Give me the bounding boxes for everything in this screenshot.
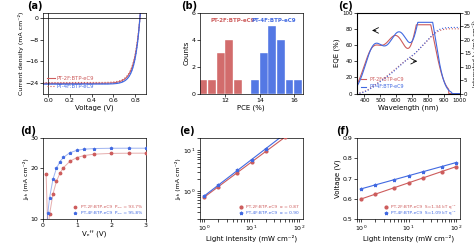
Bar [217,53,225,94]
Text: (a): (a) [27,1,43,11]
Bar [294,80,302,94]
Point [262,146,270,150]
Point [419,176,427,180]
Point [201,194,208,198]
Point [66,150,74,154]
Y-axis label: Integrated Jₖₜ (mA cm⁻²): Integrated Jₖₜ (mA cm⁻²) [472,20,474,86]
Point [91,152,98,156]
Point [73,155,81,160]
Point [108,146,115,150]
Point [452,161,460,165]
Point [372,183,379,187]
Point [234,169,241,173]
Point [201,195,208,199]
Point [405,174,412,178]
Point [60,155,67,160]
Bar [268,26,276,94]
Legend: PT-2F:BTP-eC9, PT-4F:BTP-eC9: PT-2F:BTP-eC9, PT-4F:BTP-eC9 [46,74,97,91]
Point [44,211,52,215]
Legend: PT-2F:BTP-eC9  S=1.34 kT q⁻¹, PT-4F:BTP-eC9  S=1.09 kT q⁻¹: PT-2F:BTP-eC9 S=1.34 kT q⁻¹, PT-4F:BTP-e… [382,203,457,217]
X-axis label: Voltage (V): Voltage (V) [75,104,114,111]
Legend: PT-2F:BTP-eC9  Pₑₗₖ = 93.7%, PT-4F:BTP-eC9  Pₑₗₖ = 95.8%: PT-2F:BTP-eC9 Pₑₗₖ = 93.7%, PT-4F:BTP-eC… [72,203,144,217]
Bar [260,53,267,94]
Point [46,196,54,200]
Point [91,146,98,150]
Point [125,146,133,150]
Point [142,146,150,150]
X-axis label: Light intensity (mW cm⁻²): Light intensity (mW cm⁻²) [363,234,454,242]
Point [248,160,255,164]
Text: (b): (b) [181,1,197,11]
Point [60,166,67,170]
Text: PT-2F:BTP-eC9: PT-2F:BTP-eC9 [210,18,255,23]
Point [80,147,88,151]
X-axis label: PCE (%): PCE (%) [237,104,265,111]
Point [42,235,50,239]
Point [53,179,60,183]
Point [419,170,427,174]
Point [452,165,460,169]
Point [49,177,57,181]
Point [248,158,255,162]
Y-axis label: EQE (%): EQE (%) [334,39,340,67]
Text: PT-4F:BTP-eC9: PT-4F:BTP-eC9 [252,18,296,23]
Point [438,170,446,174]
Point [372,192,379,196]
Point [405,181,412,185]
Point [42,172,50,176]
Bar [200,80,207,94]
Bar [234,80,242,94]
Y-axis label: Counts: Counts [184,41,190,65]
Text: (c): (c) [338,1,353,11]
Point [56,171,64,175]
Text: (e): (e) [179,126,194,136]
Legend: PT-2F:BTP-eC9, PT-4F:BTP-eC9: PT-2F:BTP-eC9, PT-4F:BTP-eC9 [359,75,406,91]
Point [295,125,303,129]
Y-axis label: Voltage (V): Voltage (V) [335,160,341,198]
Point [56,160,64,164]
Legend: PT-2F:BTP-eC9  α = 0.87, PT-4F:BTP-eC9  α = 0.90: PT-2F:BTP-eC9 α = 0.87, PT-4F:BTP-eC9 α … [237,203,301,217]
Bar [286,80,293,94]
Y-axis label: Jₚₕ (mA cm⁻²): Jₚₕ (mA cm⁻²) [175,158,182,200]
Text: (d): (d) [20,126,36,136]
Point [215,184,222,188]
Bar [277,40,285,94]
Point [66,159,74,163]
Text: (f): (f) [336,126,349,136]
Point [438,165,446,169]
Point [234,171,241,175]
Y-axis label: Jₚₕ (mA cm⁻²): Jₚₕ (mA cm⁻²) [23,158,29,200]
Point [125,151,133,155]
Point [215,183,222,187]
Point [357,187,365,191]
Point [73,148,81,152]
Bar [251,80,259,94]
X-axis label: Vₑᶠᶠ (V): Vₑᶠᶠ (V) [82,230,107,237]
Point [295,121,303,125]
Point [80,153,88,158]
Point [281,135,289,139]
Point [262,149,270,153]
Point [391,186,398,190]
Point [281,132,289,136]
Point [44,229,52,233]
Point [49,192,57,196]
Bar [208,80,216,94]
Point [391,178,398,182]
Point [142,151,150,155]
Point [53,166,60,170]
Point [357,197,365,201]
Point [108,151,115,155]
Point [46,212,54,216]
Bar [226,40,233,94]
Y-axis label: Current density (mA cm⁻²): Current density (mA cm⁻²) [18,11,24,95]
X-axis label: Wavelength (nm): Wavelength (nm) [378,104,438,111]
X-axis label: Light intensity (mW cm⁻²): Light intensity (mW cm⁻²) [206,234,297,242]
